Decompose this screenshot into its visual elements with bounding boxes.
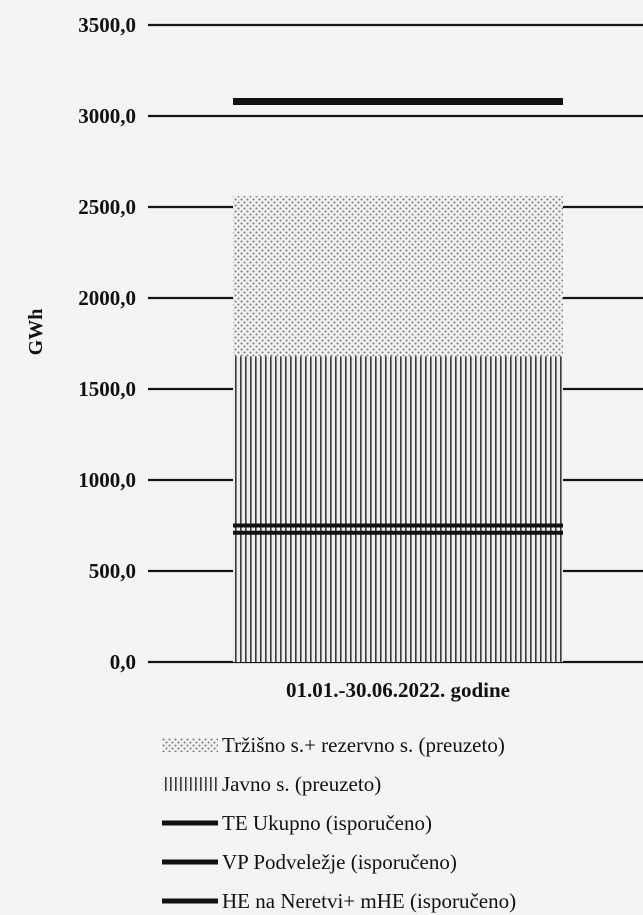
series-lines <box>233 97 563 535</box>
y-tick-label: 2500,0 <box>78 195 136 219</box>
y-tick-label: 0,0 <box>110 650 136 674</box>
bar-segment <box>233 196 563 357</box>
y-tick-label: 3500,0 <box>78 13 136 37</box>
y-tick-label: 1500,0 <box>78 377 136 401</box>
legend-label: TE Ukupno (isporučeno) <box>222 811 432 835</box>
x-category-label: 01.01.-30.06.2022. godine <box>286 678 510 702</box>
legend-label: Javno s. (preuzeto) <box>222 772 381 796</box>
y-tick-label: 500,0 <box>89 559 136 583</box>
legend-item: Javno s. (preuzeto) <box>162 772 381 796</box>
legend-label: Tržišno s.+ rezervno s. (preuzeto) <box>222 733 505 757</box>
legend-label: VP Podveležje (isporučeno) <box>222 850 457 874</box>
bars <box>233 196 563 662</box>
y-tick-label: 2000,0 <box>78 286 136 310</box>
legend-item: TE Ukupno (isporučeno) <box>162 811 432 835</box>
bar-segment <box>233 356 563 662</box>
legend-label: HE na Neretvi+ mHE (isporučeno) <box>222 889 516 913</box>
legend-item: HE na Neretvi+ mHE (isporučeno) <box>162 889 516 913</box>
legend-item: VP Podveležje (isporučeno) <box>162 850 457 874</box>
y-tick-labels: 0,0 500,0 1000,0 1500,0 2000,0 2500,0 3000,0 35… <box>78 13 136 674</box>
legend: Tržišno s.+ rezervno s. (preuzeto) Javno … <box>162 733 516 913</box>
legend-item: Tržišno s.+ rezervno s. (preuzeto) <box>162 733 505 757</box>
legend-pattern-marker <box>162 738 218 752</box>
y-tick-label: 1000,0 <box>78 468 136 492</box>
y-axis-label: GWh <box>25 309 47 356</box>
y-tick-label: 3000,0 <box>78 104 136 128</box>
legend-pattern-marker <box>162 777 218 791</box>
